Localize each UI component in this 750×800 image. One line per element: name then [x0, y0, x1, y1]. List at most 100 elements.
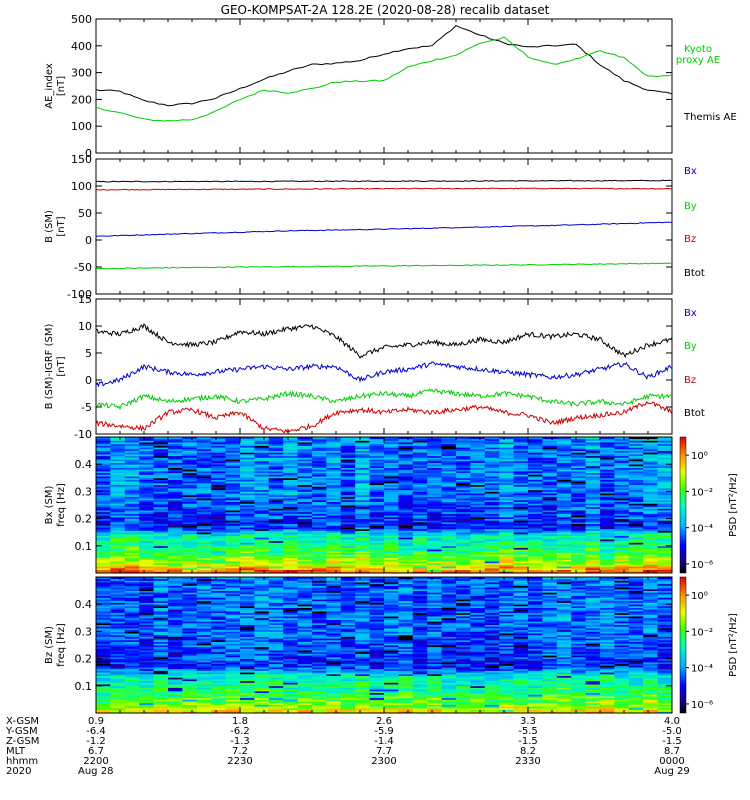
spectrogram-cell	[513, 506, 529, 509]
spectrogram-cell	[470, 457, 486, 460]
spectrogram-cell	[657, 567, 673, 570]
spectrogram-cell	[340, 554, 356, 557]
spectrogram-cell	[369, 462, 385, 465]
spectrogram-cell	[340, 585, 356, 588]
spectrogram-cell	[168, 701, 183, 704]
spectrogram-cell	[412, 533, 428, 536]
spectrogram-cell	[441, 474, 457, 477]
spectrogram-cell	[268, 673, 284, 676]
spectrogram-cell	[470, 459, 486, 462]
spectrogram-cell	[441, 447, 457, 450]
spectrogram-cell	[225, 557, 241, 560]
spectrogram-cell	[542, 532, 558, 535]
spectrogram-cell	[268, 655, 284, 658]
spectrogram-cell	[96, 707, 111, 710]
spectrogram-cell	[225, 624, 241, 627]
spectrogram-cell	[240, 443, 255, 446]
spectrogram-cell	[600, 511, 615, 514]
spectrogram-cell	[211, 533, 226, 536]
spectrogram-cell	[499, 493, 514, 496]
spectrogram-cell	[643, 552, 658, 555]
spectrogram-cell	[182, 588, 198, 591]
spectrogram-cell	[484, 491, 500, 494]
spectrogram-cell	[571, 503, 586, 506]
spectrogram-cell	[110, 511, 126, 514]
spectrogram-cell	[355, 692, 370, 695]
spectrogram-cell	[585, 499, 601, 502]
spectrogram-cell	[182, 569, 198, 572]
spectrogram-cell	[441, 486, 457, 489]
spectrogram-cell	[628, 562, 644, 565]
spectrogram-cell	[412, 505, 428, 508]
spectrogram-cell	[96, 505, 111, 508]
spectrogram-cell	[268, 482, 284, 485]
spectrogram-cell	[283, 496, 298, 499]
spectrogram-cell	[211, 577, 226, 580]
spectrogram-cell	[657, 539, 673, 542]
spectrogram-cell	[456, 464, 471, 467]
spectrogram-cell	[225, 462, 241, 465]
spectrogram-cell	[254, 617, 270, 620]
spectrogram-cell	[268, 638, 284, 641]
spectrogram-cell	[182, 450, 198, 453]
spectrogram-cell	[96, 448, 111, 451]
spectrogram-cell	[427, 494, 442, 497]
spectrogram-cell	[556, 528, 572, 531]
spectrogram-cell	[643, 557, 658, 560]
spectrogram-cell	[297, 471, 313, 474]
spectrogram-cell	[513, 448, 529, 451]
spectrogram-cell	[571, 559, 586, 562]
series-bz	[95, 400, 673, 434]
spectrogram-cell	[283, 605, 298, 608]
spectrogram-cell	[412, 479, 428, 482]
spectrogram-cell	[211, 518, 226, 521]
spectrogram-cell	[657, 505, 673, 508]
spectrogram-cell	[124, 616, 140, 619]
spectrogram-cell	[268, 646, 284, 649]
spectrogram-cell	[657, 550, 673, 553]
spectrogram-cell	[225, 464, 241, 467]
spectrogram-cell	[542, 527, 558, 530]
spectrogram-cell	[225, 528, 241, 531]
spectrogram-cell	[268, 447, 284, 450]
spectrogram-cell	[571, 454, 586, 457]
spectrogram-cell	[124, 450, 140, 453]
spectrogram-cell	[211, 656, 226, 659]
spectrogram-cell	[168, 561, 183, 564]
spectrogram-cell	[513, 561, 529, 564]
spectrogram-cell	[153, 501, 169, 504]
spectrogram-cell	[326, 567, 342, 570]
spectrogram-cell	[643, 467, 658, 470]
spectrogram-cell	[168, 454, 183, 457]
spectrogram-cell	[240, 599, 255, 602]
spectrogram-cell	[196, 636, 212, 639]
spectrogram-cell	[254, 633, 270, 636]
spectrogram-cell	[456, 506, 471, 509]
spectrogram-cell	[513, 542, 529, 545]
spectrogram-cell	[196, 515, 212, 518]
spectrogram-cell	[628, 571, 644, 574]
spectrogram-cell	[441, 476, 457, 479]
spectrogram-cell	[240, 663, 255, 666]
spectrogram-cell	[196, 496, 212, 499]
spectrogram-cell	[384, 472, 399, 475]
spectrogram-cell	[456, 472, 471, 475]
spectrogram-cell	[225, 506, 241, 509]
spectrogram-cell	[340, 544, 356, 547]
spectrogram-cell	[513, 530, 529, 533]
spectrogram-cell	[340, 523, 356, 526]
spectrogram-cell	[585, 457, 601, 460]
spectrogram-cell	[297, 656, 313, 659]
spectrogram-cell	[124, 508, 140, 511]
spectrogram-cell	[297, 663, 313, 666]
spectrogram-cell	[268, 484, 284, 487]
spectrogram-cell	[542, 542, 558, 545]
spectrogram-cell	[254, 447, 270, 450]
spectrogram-cell	[384, 528, 399, 531]
spectrogram-cell	[124, 522, 140, 525]
spectrogram-cell	[628, 564, 644, 567]
spectrogram-cell	[168, 680, 183, 683]
spectrogram-cell	[196, 616, 212, 619]
spectrogram-cell	[96, 522, 111, 525]
spectrogram-cell	[427, 530, 442, 533]
